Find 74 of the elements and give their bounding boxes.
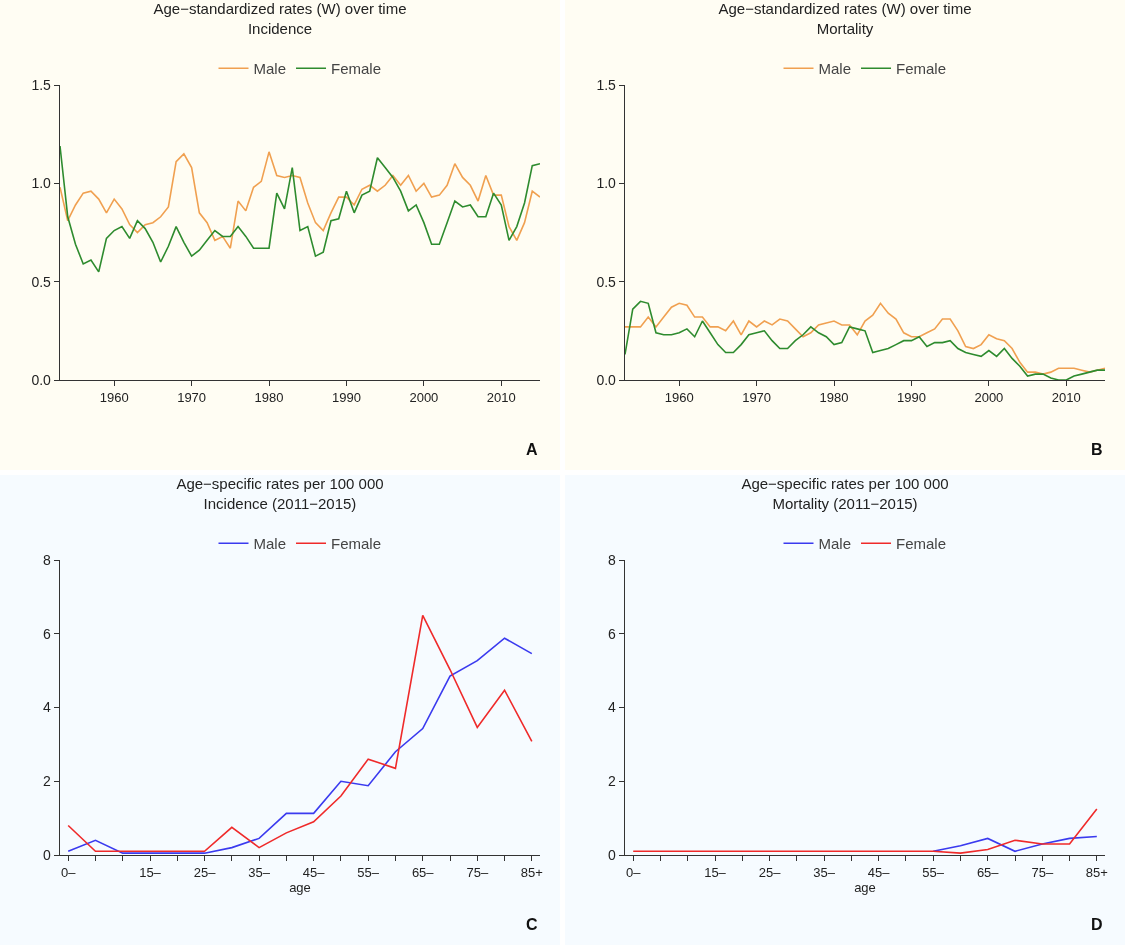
legend-label: Female (331, 60, 382, 78)
x-tick-label: 45– (867, 864, 891, 880)
x-tick-label: 1990 (896, 389, 926, 405)
legend-label: Female (896, 60, 947, 78)
x-tick-label: 1980 (819, 389, 849, 405)
x-tick-label: 15– (704, 864, 727, 880)
x-tick-label: 35– (248, 864, 271, 880)
x-tick-label: 1990 (331, 389, 361, 405)
y-tick-label: 2 (608, 773, 617, 790)
y-tick-label: 1.0 (31, 175, 52, 192)
line-series (60, 145, 540, 273)
x-tick-label: 85+ (1085, 864, 1108, 880)
x-tick-label: 45– (302, 864, 326, 880)
x-tick-label: 2000 (409, 389, 439, 405)
x-tick-label: 75– (466, 864, 489, 880)
y-tick-label: 1.0 (596, 175, 617, 192)
x-tick-label: 1960 (99, 389, 129, 405)
x-axis-title: age (854, 879, 876, 895)
line-series (60, 151, 540, 250)
y-tick-label: 2 (43, 773, 52, 790)
legend-label: Male (818, 535, 852, 553)
y-tick-label: 1.5 (596, 76, 617, 93)
chart-subtitle: Mortality (816, 19, 874, 37)
y-tick-label: 0.5 (31, 273, 52, 290)
x-tick-label: 1980 (254, 389, 284, 405)
y-tick-label: 1.5 (31, 76, 52, 93)
x-tick-label: 55– (922, 864, 945, 880)
x-tick-label: 55– (357, 864, 380, 880)
line-series (632, 808, 1098, 854)
y-tick-label: 4 (608, 699, 617, 716)
x-tick-label: 1960 (664, 389, 694, 405)
text: B (1091, 441, 1103, 458)
y-tick-label: 8 (608, 551, 617, 568)
x-axis-title: age (289, 879, 311, 895)
y-tick-label: 6 (608, 625, 617, 642)
y-tick-label: 0.0 (31, 371, 52, 388)
legend-label: Male (818, 60, 852, 78)
chart-title: Age−specific rates per 100 000 (741, 475, 949, 493)
y-tick-label: 0.0 (596, 371, 617, 388)
x-tick-label: 35– (813, 864, 836, 880)
x-tick-label: 65– (976, 864, 1000, 880)
text: C (526, 916, 538, 933)
chart-title: Age−standardized rates (W) over time (718, 0, 972, 18)
chart-title: Age−specific rates per 100 000 (176, 475, 384, 493)
legend-label: Female (331, 535, 382, 553)
x-tick-label: 0– (60, 864, 77, 880)
text: D (1091, 916, 1103, 933)
line-series (932, 835, 1098, 853)
x-tick-label: 25– (758, 864, 782, 880)
chart-title: Age−standardized rates (W) over time (153, 0, 407, 18)
x-tick-label: 25– (193, 864, 217, 880)
y-tick-label: 0 (608, 846, 617, 863)
y-tick-label: 0 (43, 846, 52, 863)
x-tick-label: 1970 (177, 389, 207, 405)
x-tick-label: 2010 (1051, 389, 1081, 405)
x-tick-label: 65– (411, 864, 435, 880)
text: A (526, 441, 538, 458)
x-tick-label: 0– (625, 864, 642, 880)
x-tick-label: 75– (1031, 864, 1054, 880)
y-tick-label: 4 (43, 699, 52, 716)
legend-label: Male (253, 535, 287, 553)
chart-subtitle: Mortality (2011−2015) (772, 494, 918, 512)
y-tick-label: 0.5 (596, 273, 617, 290)
chart-subtitle: Incidence (2011−2015) (203, 494, 357, 512)
legend-label: Female (896, 535, 947, 553)
y-tick-label: 6 (43, 625, 52, 642)
x-tick-label: 15– (139, 864, 162, 880)
x-tick-label: 2000 (974, 389, 1004, 405)
chart-subtitle: Incidence (247, 19, 313, 37)
x-tick-label: 85+ (520, 864, 543, 880)
y-tick-label: 8 (43, 551, 52, 568)
x-tick-label: 1970 (742, 389, 772, 405)
legend-label: Male (253, 60, 287, 78)
x-tick-label: 2010 (486, 389, 516, 405)
